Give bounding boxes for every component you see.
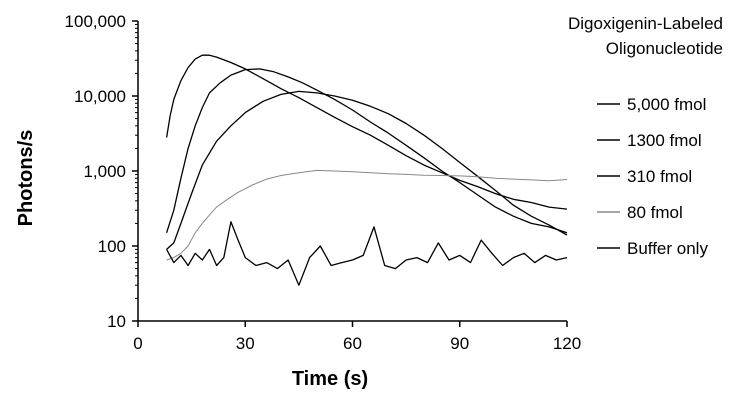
- legend-label-3: 310 fmol: [627, 167, 692, 186]
- y-tick-label: 100: [98, 237, 126, 256]
- x-tick-label: 0: [133, 334, 142, 353]
- y-tick-label: 10: [107, 312, 126, 331]
- x-tick-label: 90: [450, 334, 469, 353]
- x-tick-label: 120: [553, 334, 581, 353]
- axes: [137, 21, 567, 322]
- legend-label-1: 5,000 fmol: [627, 95, 706, 114]
- legend-label-5: Buffer only: [627, 239, 708, 258]
- tick-group: 10 100 1,000 10,000 100,000 0 30 60 90 120: [65, 12, 582, 353]
- y-tick-label: 10,000: [74, 87, 126, 106]
- y-tick-label: 1,000: [83, 162, 126, 181]
- x-tick-label: 30: [236, 334, 255, 353]
- series-line-2: [165, 68, 568, 234]
- legend-label-4: 80 fmol: [627, 203, 683, 222]
- legend: 5,000 fmol 1300 fmol 310 fmol 80 fmol Buffer…: [597, 95, 708, 258]
- series-line-1: [165, 54, 568, 210]
- legend-label-2: 1300 fmol: [627, 131, 702, 150]
- y-tick-label: 100,000: [65, 12, 126, 31]
- series-group: [165, 54, 568, 286]
- series-line-3: [166, 90, 568, 250]
- series-line-4: [166, 169, 568, 261]
- annotation-line-1: Digoxigenin-Labeled: [568, 14, 723, 33]
- annotation-line-2: Oligonucleotide: [606, 39, 723, 58]
- x-axis-title: Time (s): [292, 368, 368, 390]
- x-tick-label: 60: [343, 334, 362, 353]
- series-line-5: [166, 221, 568, 286]
- y-axis-title: Photons/s: [15, 130, 37, 227]
